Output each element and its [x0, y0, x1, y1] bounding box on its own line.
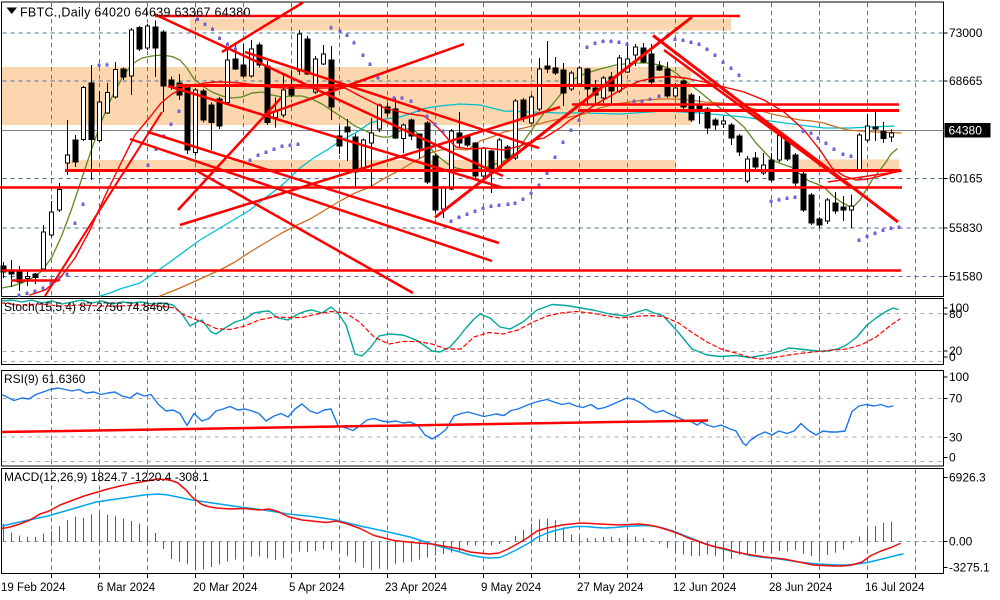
svg-text:23 Apr 2024: 23 Apr 2024	[385, 582, 448, 594]
svg-text:30: 30	[949, 431, 963, 445]
svg-text:0.00: 0.00	[949, 535, 973, 549]
svg-text:12 Jun 2024: 12 Jun 2024	[673, 582, 737, 594]
svg-text:16 Jul 2024: 16 Jul 2024	[865, 582, 925, 594]
svg-text:80: 80	[949, 307, 963, 321]
svg-text:60165: 60165	[949, 172, 983, 186]
svg-text:100: 100	[949, 370, 969, 384]
svg-text:-3275.1: -3275.1	[949, 561, 990, 575]
svg-text:70: 70	[949, 392, 963, 406]
svg-text:20 Mar 2024: 20 Mar 2024	[193, 582, 258, 594]
svg-text:9 May 2024: 9 May 2024	[481, 582, 542, 594]
svg-text:64380: 64380	[949, 124, 983, 138]
svg-text:55830: 55830	[949, 221, 983, 235]
svg-text:20: 20	[949, 344, 963, 358]
svg-text:Stoch(15,5,4) 87.2756 74.8460: Stoch(15,5,4) 87.2756 74.8460	[4, 300, 170, 314]
svg-text:27 May 2024: 27 May 2024	[577, 582, 644, 594]
svg-text:73000: 73000	[949, 26, 983, 40]
svg-text:100: 100	[949, 301, 969, 315]
svg-text:5 Apr 2024: 5 Apr 2024	[289, 582, 345, 594]
svg-text:51580: 51580	[949, 270, 983, 284]
svg-text:19 Feb 2024: 19 Feb 2024	[1, 582, 66, 594]
svg-text:0: 0	[949, 451, 956, 465]
svg-text:6926.3: 6926.3	[949, 471, 986, 485]
svg-text:68665: 68665	[949, 74, 983, 88]
svg-text:6 Mar 2024: 6 Mar 2024	[97, 582, 156, 594]
svg-text:0: 0	[949, 350, 956, 364]
svg-text:28 Jun 2024: 28 Jun 2024	[769, 582, 833, 594]
svg-text:FBTC.,Daily 64020 64639 63367: FBTC.,Daily 64020 64639 63367 64380	[20, 6, 251, 20]
svg-text:RSI(9) 61.6360: RSI(9) 61.6360	[4, 372, 86, 386]
svg-text:MACD(12,26,9) 1824.7 -1220.4 -: MACD(12,26,9) 1824.7 -1220.4 -308.1	[4, 470, 209, 484]
